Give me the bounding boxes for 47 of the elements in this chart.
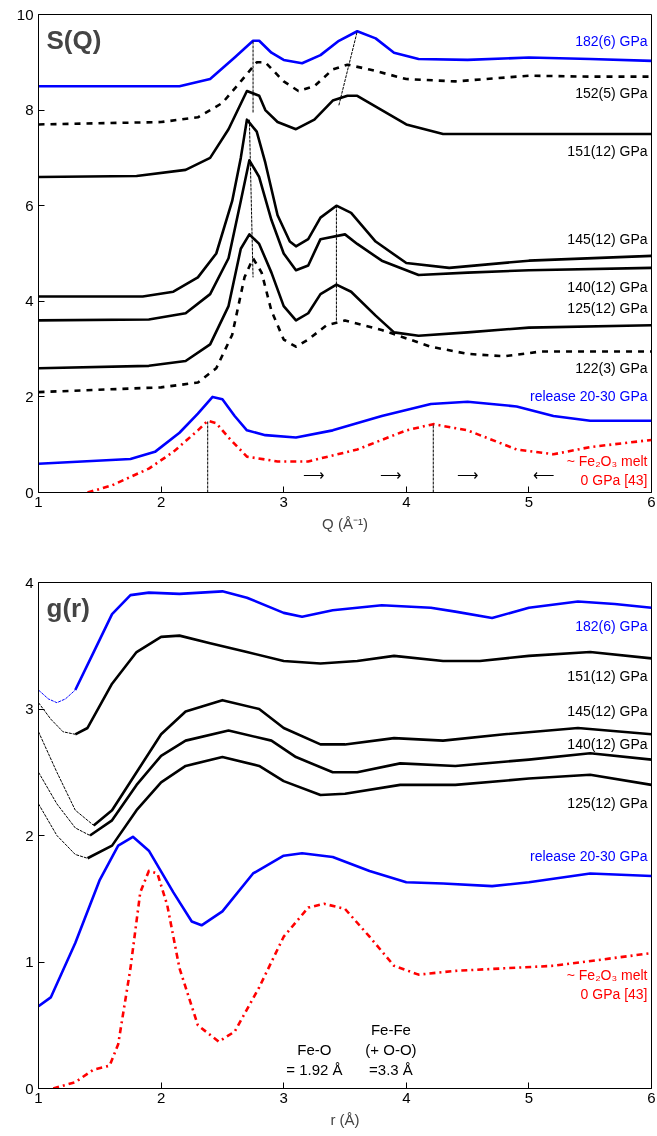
x-tick-label: 6: [647, 492, 656, 510]
series-label: 125(12) GPa: [567, 300, 648, 317]
chart-title: S(Q): [46, 24, 102, 55]
series-label: 122(3) GPa: [575, 360, 648, 377]
y-tick-label: 0: [25, 1079, 34, 1097]
x-tick-label: 4: [402, 492, 411, 510]
series-label: 140(12) GPa: [567, 735, 648, 752]
x-tick-label: 6: [647, 1088, 656, 1106]
annotation: ⟵: [533, 465, 556, 483]
series-label: 182(6) GPa: [575, 33, 648, 50]
y-tick-label: 0: [25, 483, 34, 501]
chart-title: g(r): [46, 592, 90, 623]
annotation: Fe-O = 1.92 Å: [286, 1040, 343, 1079]
series-label: 145(12) GPa: [567, 231, 648, 248]
series-label: release 20-30 GPa: [529, 847, 648, 864]
x-tick-label: 3: [279, 1088, 288, 1106]
y-tick-label: 1: [25, 953, 34, 970]
x-tick-label: 4: [402, 1088, 411, 1106]
series-label: 151(12) GPa: [567, 142, 648, 159]
x-tick-label: 2: [156, 1088, 166, 1106]
y-tick-label: 2: [25, 826, 34, 844]
x-tick-label: 3: [279, 492, 288, 510]
annotation: ⟶: [456, 465, 479, 483]
y-tick-label: 6: [25, 196, 34, 214]
series-label: 125(12) GPa: [567, 794, 648, 811]
x-tick-label: 5: [524, 1088, 534, 1106]
y-tick-label: 4: [25, 573, 34, 591]
annotation: ⟶: [303, 465, 326, 483]
y-tick-label: 2: [25, 387, 34, 405]
x-tick-label: 5: [524, 492, 534, 510]
series-label: ~ Fe₂O₃ melt 0 GPa [43]: [566, 966, 648, 1002]
y-tick-label: 10: [16, 5, 34, 23]
annotation: ⟶: [379, 465, 402, 483]
annotation: Fe-Fe (+ O-O) =3.3 Å: [365, 1020, 417, 1079]
x-tick-label: 2: [156, 492, 166, 510]
x-axis-title: r (Å): [330, 1110, 360, 1128]
series-label: 151(12) GPa: [567, 668, 648, 685]
series-label: release 20-30 GPa: [529, 388, 648, 405]
series-label: 140(12) GPa: [567, 278, 648, 295]
series-label: 152(5) GPa: [575, 85, 648, 102]
series-label: 182(6) GPa: [575, 617, 648, 634]
y-tick-label: 8: [25, 101, 34, 119]
series-label: ~ Fe₂O₃ melt 0 GPa [43]: [566, 453, 648, 489]
y-tick-label: 3: [25, 700, 34, 717]
x-axis-title: Q (Å⁻¹): [322, 514, 368, 532]
series-label: 145(12) GPa: [567, 702, 648, 719]
y-tick-label: 4: [25, 292, 34, 310]
